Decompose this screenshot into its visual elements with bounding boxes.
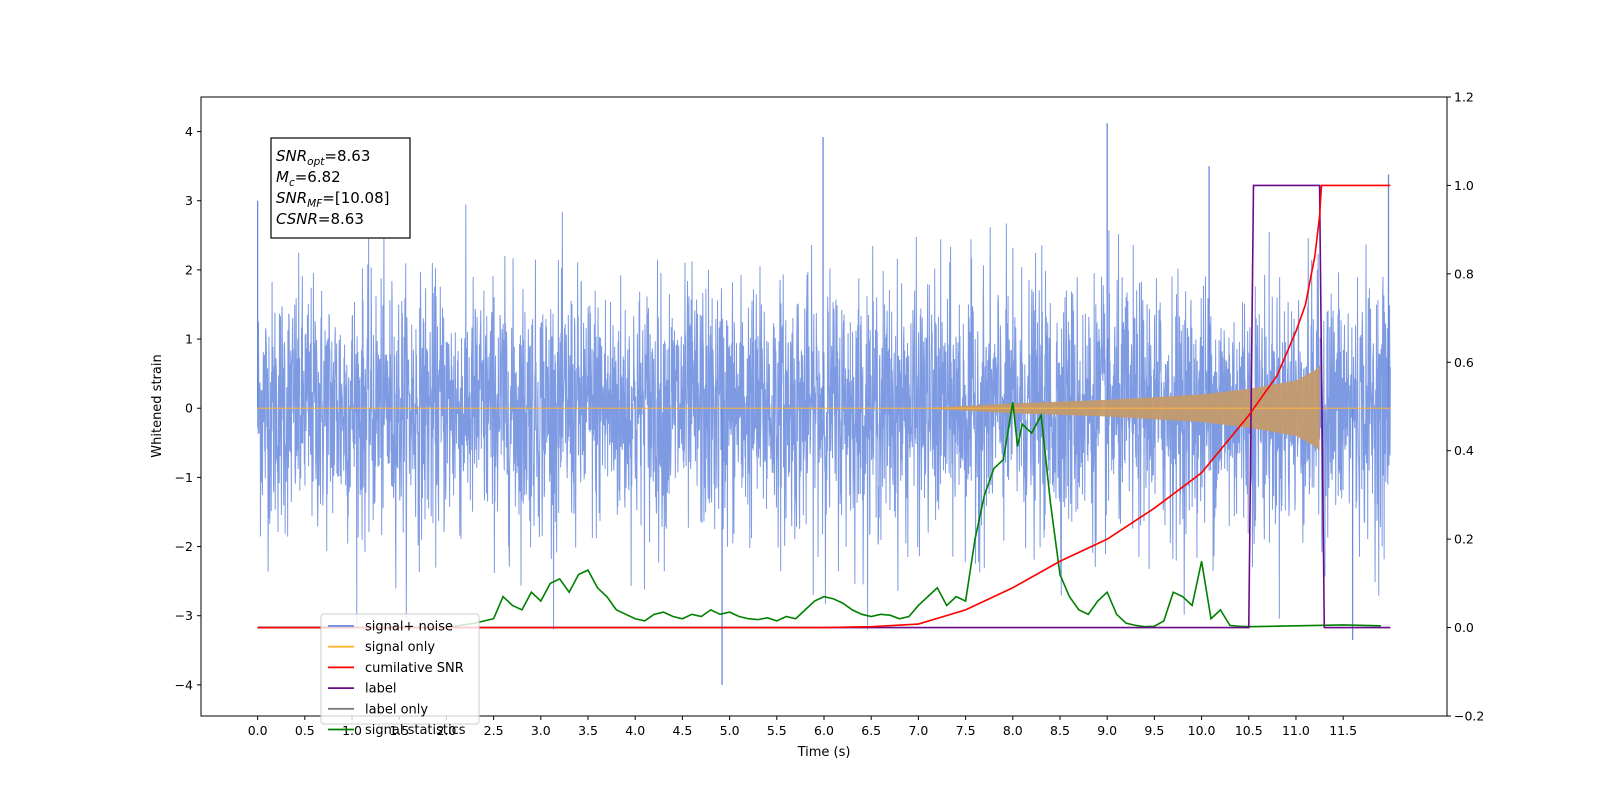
y2-tick-label: −0.2 — [1454, 709, 1484, 724]
signal-statistics-line — [257, 401, 1381, 629]
x-tick-label: 0.5 — [295, 723, 315, 738]
x-tick-label: 7.5 — [956, 723, 976, 738]
x-axis: 0.0 0.5 1.0 1.5 2.0 2.5 3.0 3.5 4.0 4.5 5.0 5.5 6.0 6… — [248, 716, 1357, 738]
x-tick-label: 1.5 — [389, 723, 409, 738]
y2-tick-label: 0.0 — [1454, 620, 1474, 635]
x-tick-label: 6.0 — [814, 723, 834, 738]
x-tick-label: 7.0 — [908, 723, 928, 738]
x-tick-label: 10.5 — [1235, 723, 1263, 738]
x-tick-label: 8.0 — [1003, 723, 1023, 738]
y-tick-label: −3 — [175, 608, 193, 623]
x-tick-label: 5.0 — [720, 723, 740, 738]
info-line: CSNR=8.63 — [276, 210, 364, 228]
x-tick-label: 3.5 — [578, 723, 598, 738]
x-tick-label: 2.5 — [484, 723, 504, 738]
plot-area — [256, 123, 1391, 685]
y2-tick-label: 0.2 — [1454, 532, 1474, 547]
x-tick-label: 9.5 — [1144, 723, 1164, 738]
legend-label: signal only — [365, 640, 435, 655]
y-tick-label: 3 — [185, 193, 193, 208]
y-axis-right: 1.2 1.0 0.8 0.6 0.4 0.2 0.0 −0.2 — [1447, 90, 1484, 724]
y2-tick-label: 0.4 — [1454, 443, 1474, 458]
legend: signal+ noise signal only cumilative SNR la… — [320, 613, 480, 738]
x-tick-label: 4.0 — [625, 723, 645, 738]
x-tick-label: 3.0 — [531, 723, 551, 738]
y-tick-label: 1 — [185, 332, 193, 347]
x-tick-label: 0.0 — [248, 723, 268, 738]
legend-label: signal+ noise — [365, 620, 453, 635]
x-tick-label: 5.5 — [767, 723, 787, 738]
x-tick-label: 11.0 — [1282, 723, 1310, 738]
y-axis-left: 4 3 2 1 0 −1 −2 −3 −4 — [175, 124, 201, 692]
x-tick-label: 11.5 — [1329, 723, 1357, 738]
y-tick-label: 4 — [185, 124, 193, 139]
info-box-frame — [270, 137, 411, 239]
x-tick-label: 10.0 — [1188, 723, 1216, 738]
x-tick-label: 2.0 — [436, 723, 456, 738]
legend-label: label only — [365, 702, 428, 717]
y2-tick-label: 0.6 — [1454, 355, 1474, 370]
info-line: SNRopt=8.63 — [276, 147, 370, 168]
y-tick-label: −1 — [175, 470, 193, 485]
x-tick-label: 6.5 — [861, 723, 881, 738]
legend-frame — [320, 613, 480, 725]
legend-label: cumilative SNR — [365, 661, 464, 676]
info-line: Mc=6.82 — [276, 168, 341, 189]
x-tick-label: 8.5 — [1050, 723, 1070, 738]
y2-tick-label: 1.2 — [1454, 90, 1474, 105]
y2-tick-label: 1.0 — [1454, 178, 1474, 193]
y-tick-label: 0 — [185, 401, 193, 416]
y-axis-label: Whitened strain — [150, 354, 165, 457]
info-line: SNRMF=[10.08] — [276, 189, 390, 210]
y-tick-label: −4 — [175, 677, 193, 692]
y-tick-label: −2 — [175, 539, 193, 554]
x-axis-label: Time (s) — [797, 745, 851, 760]
y-tick-label: 2 — [185, 262, 193, 277]
x-tick-label: 1.0 — [342, 723, 362, 738]
legend-label: label — [365, 682, 396, 697]
x-tick-label: 4.5 — [672, 723, 692, 738]
cumulative-snr-line — [257, 184, 1391, 629]
x-tick-label: 9.0 — [1097, 723, 1117, 738]
y2-tick-label: 0.8 — [1454, 266, 1474, 281]
legend-label: signal statistics — [365, 723, 466, 738]
label-line — [257, 184, 1391, 629]
